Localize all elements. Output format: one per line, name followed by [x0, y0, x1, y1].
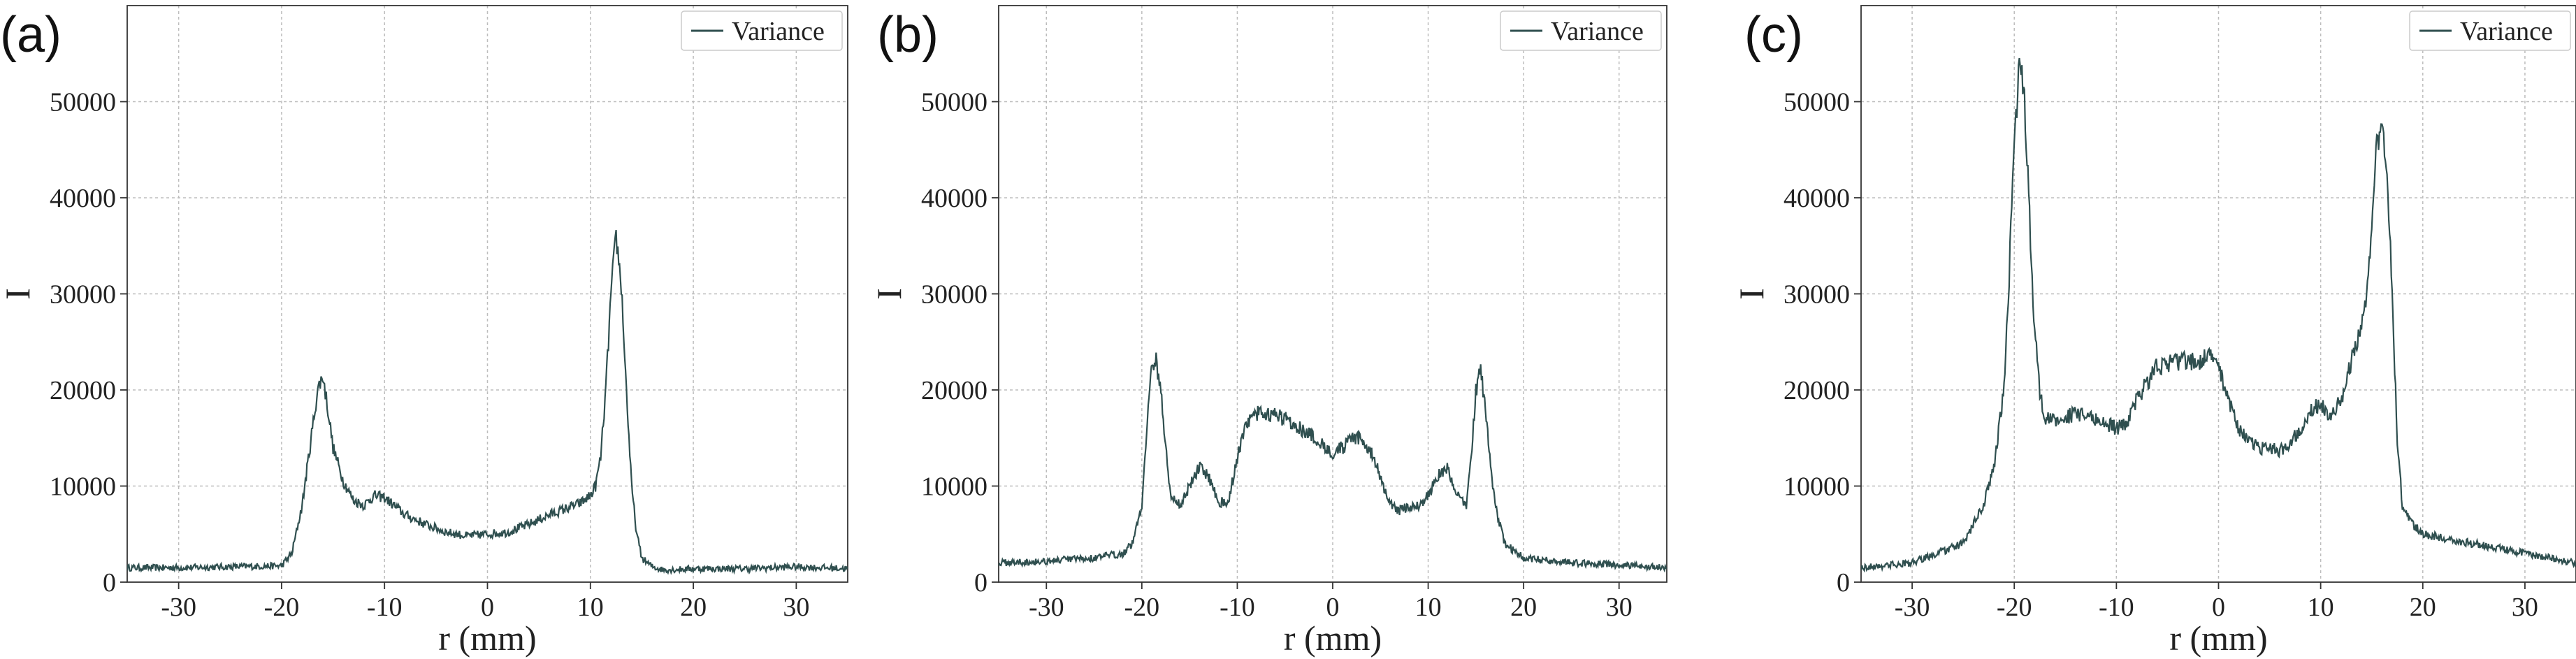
x-tick-label: -20: [1997, 593, 2032, 622]
x-tick-label: -10: [1220, 593, 1255, 622]
legend-box: [2409, 10, 2571, 51]
y-tick-label: 0: [1837, 568, 1850, 598]
panel-letter: (b): [877, 7, 939, 63]
x-tick-label: 0: [481, 593, 494, 622]
x-tick-label: -10: [367, 593, 403, 622]
x-tick-label: 20: [1510, 593, 1537, 622]
y-tick-label: 10000: [1783, 472, 1850, 502]
chart-panel-1: (a) -30 -20 -10 0 10 20 30 0 10000 20000 30000 40000…: [0, 5, 848, 658]
y-tick-label: 50000: [1783, 88, 1850, 117]
legend-label: Variance: [732, 17, 825, 46]
x-axis-label: r (mm): [2169, 618, 2267, 658]
chart-panel-3: (c) -30 -20 -10 0 10 20 30 0 10000 20000 30000 40000…: [1732, 5, 2576, 658]
x-tick-label: 20: [2410, 593, 2436, 622]
y-tick-label: 10000: [50, 472, 116, 502]
chart-panel-2: (b) -30 -20 -10 0 10 20 30 0 10000 20000 30000 40000…: [869, 5, 1667, 658]
x-tick-label: 30: [783, 593, 809, 622]
x-tick-label: 10: [1415, 593, 1442, 622]
x-tick-label: 0: [1326, 593, 1340, 622]
x-tick-label: -30: [1029, 593, 1064, 622]
x-tick-label: -20: [1124, 593, 1160, 622]
x-tick-label: 30: [2512, 593, 2538, 622]
plot-frame: [998, 5, 1667, 583]
y-tick-label: 50000: [50, 88, 116, 117]
x-tick-label: 0: [2212, 593, 2225, 622]
y-tick-label: 0: [974, 568, 987, 598]
y-tick-label: 10000: [921, 472, 987, 502]
x-tick-label: 20: [680, 593, 707, 622]
panel-letter: (a): [0, 7, 61, 63]
series-line-variance: [1861, 57, 2576, 573]
legend-label: Variance: [1551, 17, 1644, 46]
x-tick-label: 10: [2308, 593, 2334, 622]
y-tick-label: 20000: [50, 376, 116, 405]
series-line-variance: [999, 352, 1667, 573]
y-tick-label: 40000: [50, 184, 116, 213]
plot-frame: [126, 5, 848, 583]
y-tick-label: 40000: [1783, 184, 1850, 213]
x-tick-label: -10: [2099, 593, 2134, 622]
y-axis-label: I: [869, 288, 909, 300]
x-axis-label: r (mm): [1284, 618, 1382, 658]
y-axis-label: I: [1732, 288, 1771, 300]
legend-box: [681, 10, 843, 51]
y-tick-label: 50000: [921, 88, 987, 117]
x-tick-label: -20: [264, 593, 300, 622]
plot-frame: [1860, 5, 2576, 583]
y-axis-label: I: [0, 288, 37, 300]
x-tick-label: 10: [577, 593, 604, 622]
legend-box: [1500, 10, 1662, 51]
x-tick-label: 30: [1606, 593, 1633, 622]
x-axis-label: r (mm): [438, 618, 536, 658]
legend-label: Variance: [2460, 17, 2553, 46]
x-tick-label: -30: [1895, 593, 1930, 622]
y-tick-label: 30000: [1783, 280, 1850, 310]
x-tick-label: -30: [161, 593, 196, 622]
y-tick-label: 0: [103, 568, 116, 598]
y-tick-label: 30000: [50, 280, 116, 310]
y-tick-label: 20000: [1783, 376, 1850, 405]
panel-letter: (c): [1744, 7, 1803, 63]
series-line-variance: [127, 230, 848, 575]
y-tick-label: 30000: [921, 280, 987, 310]
y-tick-label: 40000: [921, 184, 987, 213]
y-tick-label: 20000: [921, 376, 987, 405]
